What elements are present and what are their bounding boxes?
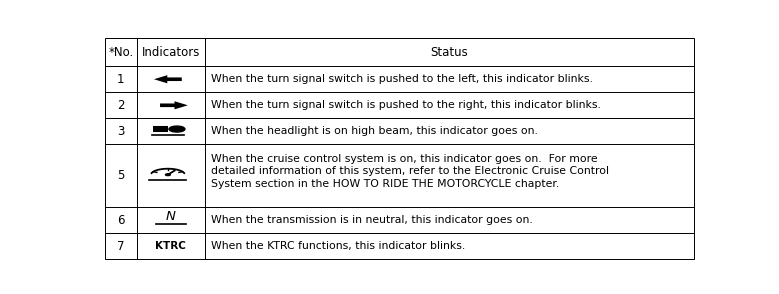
Text: When the turn signal switch is pushed to the left, this indicator blinks.: When the turn signal switch is pushed to… bbox=[211, 74, 593, 84]
Text: 6: 6 bbox=[117, 214, 125, 227]
Text: When the turn signal switch is pushed to the right, this indicator blinks.: When the turn signal switch is pushed to… bbox=[211, 100, 601, 110]
Polygon shape bbox=[160, 101, 188, 109]
Text: KTRC: KTRC bbox=[156, 241, 186, 251]
Circle shape bbox=[165, 174, 171, 176]
Text: 2: 2 bbox=[117, 99, 125, 112]
Text: Indicators: Indicators bbox=[142, 46, 200, 59]
Text: *No.: *No. bbox=[108, 46, 133, 59]
Text: When the headlight is on high beam, this indicator goes on.: When the headlight is on high beam, this… bbox=[211, 126, 538, 136]
Text: When the KTRC functions, this indicator blinks.: When the KTRC functions, this indicator … bbox=[211, 241, 465, 251]
Polygon shape bbox=[154, 75, 182, 83]
Text: 5: 5 bbox=[117, 169, 125, 182]
Text: N: N bbox=[166, 211, 176, 223]
Text: 1: 1 bbox=[117, 73, 125, 86]
Circle shape bbox=[169, 126, 185, 132]
Text: When the transmission is in neutral, this indicator goes on.: When the transmission is in neutral, thi… bbox=[211, 215, 533, 225]
Text: Status: Status bbox=[431, 46, 468, 59]
Text: 7: 7 bbox=[117, 240, 125, 253]
Text: When the cruise control system is on, this indicator goes on.  For more
detailed: When the cruise control system is on, th… bbox=[211, 153, 609, 189]
Text: 3: 3 bbox=[117, 125, 125, 138]
